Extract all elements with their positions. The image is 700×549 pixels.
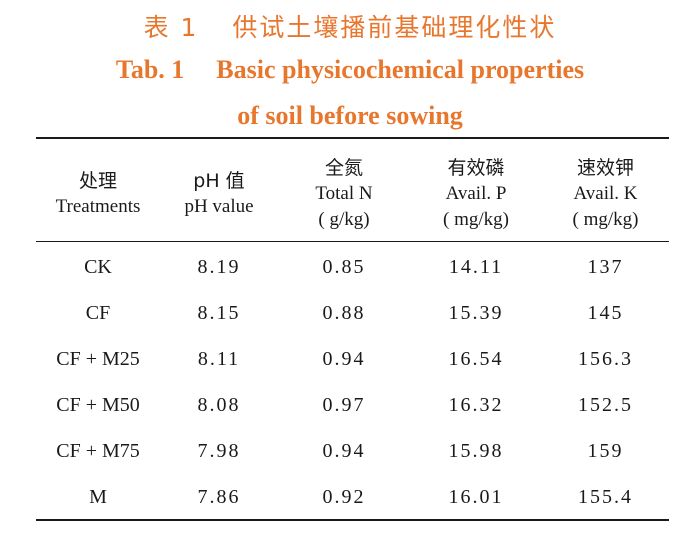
header-avail-p-unit: ( mg/kg) — [443, 209, 509, 230]
header-ph-cn: pH 值 — [193, 170, 245, 192]
header-treatments: 处理 Treatments — [36, 148, 160, 240]
caption-label-cn: 表 1 — [143, 13, 199, 42]
caption-title-en-line1: Basic physicochemical properties — [216, 55, 585, 84]
cell-total-n: 0.88 — [322, 302, 366, 324]
cell-ph: 7.98 — [197, 440, 241, 462]
cell-treatment: CF + M50 — [56, 394, 140, 416]
cell-total-n: 0.94 — [322, 440, 366, 462]
header-treatments-en: Treatments — [55, 196, 141, 217]
cell-avail-k: 155.4 — [578, 486, 633, 508]
header-total-n-cn: 全氮 — [324, 157, 363, 179]
data-table: 处理 Treatments pH 值 pH value 全氮 Total N (… — [36, 0, 669, 549]
header-avail-p-en: Avail. P — [445, 183, 507, 204]
header-ph-en: pH value — [184, 196, 254, 217]
header-avail-p: 有效磷 Avail. P ( mg/kg) — [410, 148, 542, 240]
cell-treatment: M — [89, 486, 107, 508]
table-header-rule — [36, 241, 669, 242]
table-header: 处理 Treatments pH 值 pH value 全氮 Total N (… — [36, 148, 669, 240]
header-avail-k: 速效钾 Avail. K ( mg/kg) — [542, 148, 669, 240]
cell-avail-k: 156.3 — [578, 348, 633, 370]
table-row: M 7.86 0.92 16.01 155.4 — [36, 474, 669, 520]
cell-ph: 7.86 — [197, 486, 241, 508]
cell-avail-p: 16.01 — [448, 486, 504, 508]
cell-treatment: CK — [84, 256, 112, 278]
header-total-n-unit: ( g/kg) — [318, 209, 370, 230]
header-ph: pH 值 pH value — [160, 148, 278, 240]
cell-ph: 8.19 — [197, 256, 241, 278]
table-row: CF + M75 7.98 0.94 15.98 159 — [36, 428, 669, 474]
table-caption-en-line2: of soil before sowing — [237, 101, 463, 130]
cell-avail-k: 152.5 — [578, 394, 633, 416]
header-total-n: 全氮 Total N ( g/kg) — [278, 148, 410, 240]
table-row: CF 8.15 0.88 15.39 145 — [36, 290, 669, 336]
table-row: CF + M25 8.11 0.94 16.54 156.3 — [36, 336, 669, 382]
header-treatments-cn: 处理 — [78, 170, 117, 192]
cell-avail-p: 14.11 — [448, 256, 504, 278]
cell-avail-k: 159 — [587, 440, 624, 462]
cell-treatment: CF — [85, 302, 111, 324]
table-top-rule — [36, 137, 669, 139]
cell-total-n: 0.97 — [322, 394, 366, 416]
cell-treatment: CF + M25 — [56, 348, 140, 370]
header-avail-k-unit: ( mg/kg) — [572, 209, 639, 230]
table-bottom-rule — [36, 519, 669, 521]
header-total-n-en: Total N — [315, 183, 373, 204]
cell-avail-p: 15.39 — [448, 302, 504, 324]
header-avail-k-en: Avail. K — [573, 183, 638, 204]
table-row: CF + M50 8.08 0.97 16.32 152.5 — [36, 382, 669, 428]
table-caption-en: Tab. 1 Basic physicochemical properties — [0, 55, 700, 85]
cell-avail-k: 137 — [587, 256, 624, 278]
cell-avail-p: 16.54 — [448, 348, 504, 370]
cell-treatment: CF + M75 — [56, 440, 140, 462]
cell-ph: 8.11 — [197, 348, 241, 370]
cell-ph: 8.08 — [197, 394, 241, 416]
cell-total-n: 0.94 — [322, 348, 366, 370]
cell-avail-p: 16.32 — [448, 394, 504, 416]
header-avail-p-cn: 有效磷 — [447, 157, 505, 179]
cell-ph: 8.15 — [197, 302, 241, 324]
header-avail-k-cn: 速效钾 — [576, 157, 634, 179]
cell-avail-k: 145 — [587, 302, 624, 324]
caption-title-cn: 供试土壤播前基础理化性状 — [232, 13, 557, 42]
caption-label-en: Tab. 1 — [115, 55, 185, 84]
table-caption-cn: 表 1 供试土壤播前基础理化性状 — [0, 8, 700, 44]
cell-avail-p: 15.98 — [448, 440, 504, 462]
cell-total-n: 0.92 — [322, 486, 366, 508]
table-row: CK 8.19 0.85 14.11 137 — [36, 244, 669, 290]
cell-total-n: 0.85 — [322, 256, 366, 278]
